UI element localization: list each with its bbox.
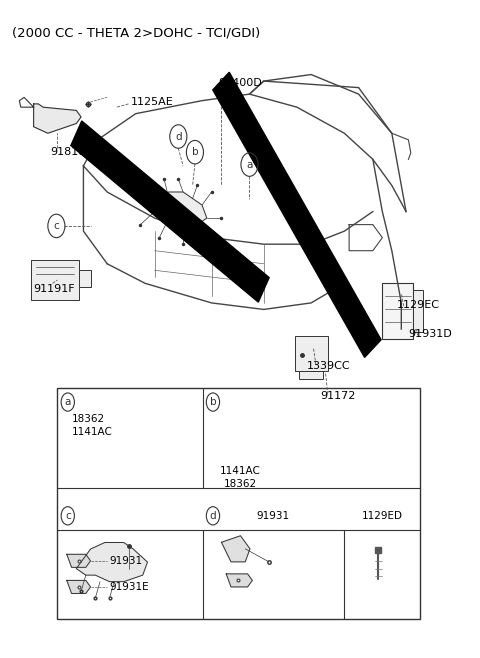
Text: 91931D: 91931D bbox=[408, 329, 452, 340]
Bar bbox=[31, 261, 79, 299]
Text: 91931E: 91931E bbox=[109, 582, 149, 592]
Polygon shape bbox=[67, 580, 91, 594]
Text: d: d bbox=[175, 132, 181, 141]
Text: 1129ED: 1129ED bbox=[361, 511, 403, 521]
PathPatch shape bbox=[213, 72, 381, 357]
Text: c: c bbox=[53, 221, 59, 231]
Text: 18362: 18362 bbox=[72, 414, 105, 424]
Text: 1339CC: 1339CC bbox=[306, 361, 350, 371]
Text: 91931: 91931 bbox=[257, 511, 290, 521]
Polygon shape bbox=[226, 574, 252, 587]
Polygon shape bbox=[34, 104, 81, 134]
Text: 91818: 91818 bbox=[50, 147, 85, 157]
Bar bbox=[57, 388, 420, 619]
Text: a: a bbox=[246, 160, 252, 170]
Text: b: b bbox=[192, 147, 198, 157]
Text: (2000 CC - THETA 2>DOHC - TCI/GDI): (2000 CC - THETA 2>DOHC - TCI/GDI) bbox=[12, 27, 261, 40]
Text: 1125AE: 1125AE bbox=[131, 97, 174, 107]
Polygon shape bbox=[76, 542, 147, 582]
Text: 1129EC: 1129EC bbox=[396, 300, 440, 310]
Text: 91172: 91172 bbox=[321, 392, 356, 401]
Bar bbox=[300, 371, 323, 379]
Text: 91191F: 91191F bbox=[34, 284, 75, 293]
Text: 18362: 18362 bbox=[224, 479, 257, 489]
Bar bbox=[79, 270, 91, 287]
Polygon shape bbox=[67, 554, 91, 567]
Polygon shape bbox=[221, 536, 250, 562]
Bar bbox=[413, 290, 423, 332]
Text: 1141AC: 1141AC bbox=[220, 466, 261, 476]
Bar bbox=[295, 336, 328, 371]
Polygon shape bbox=[145, 192, 207, 224]
Bar bbox=[383, 284, 413, 339]
PathPatch shape bbox=[71, 121, 269, 302]
Text: c: c bbox=[65, 511, 71, 521]
Text: 1141AC: 1141AC bbox=[72, 427, 112, 437]
Text: a: a bbox=[65, 397, 71, 407]
Text: d: d bbox=[210, 511, 216, 521]
Text: b: b bbox=[210, 397, 216, 407]
Text: 91931: 91931 bbox=[109, 556, 143, 566]
Text: 91400D: 91400D bbox=[219, 78, 263, 88]
